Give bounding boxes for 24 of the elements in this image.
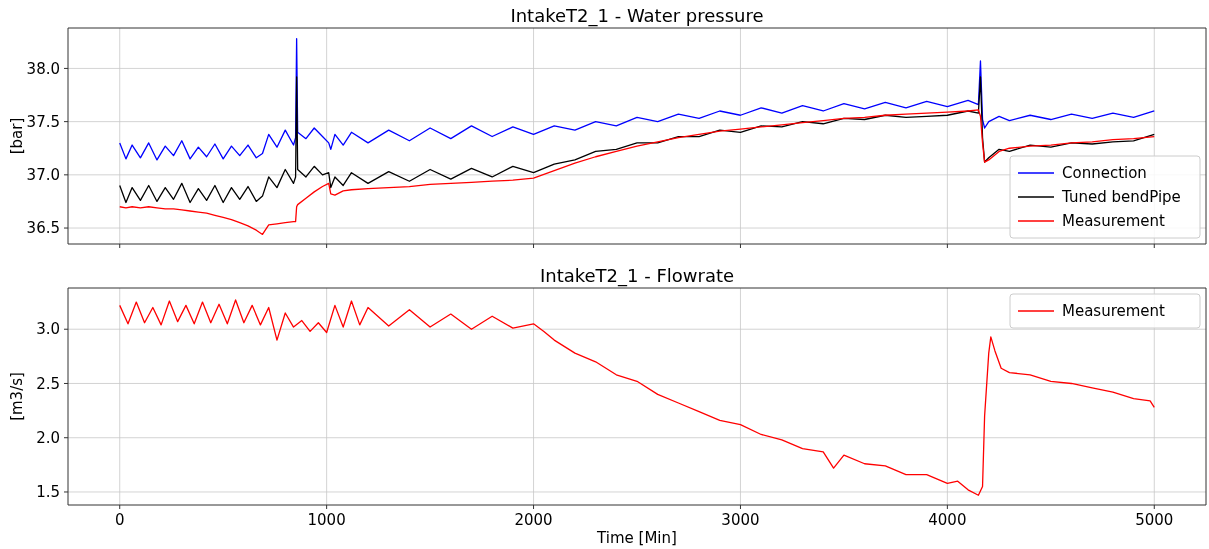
x-tick-label: 2000 xyxy=(514,511,553,529)
legend-label: Measurement xyxy=(1062,212,1166,231)
y-tick-label: 2.5 xyxy=(36,374,60,393)
x-tick-label: 0 xyxy=(114,511,125,529)
y-tick-label: 38.0 xyxy=(26,59,60,78)
legend-label: Connection xyxy=(1062,164,1147,183)
y-tick-label: 37.0 xyxy=(26,166,60,185)
x-tick-label: 4000 xyxy=(928,511,967,529)
legend-label: Measurement xyxy=(1062,302,1166,321)
y-tick-label: 37.5 xyxy=(26,112,60,131)
x-axis-title: Time [Min] xyxy=(596,529,677,547)
x-tick-label: 5000 xyxy=(1135,511,1174,529)
chart-title: IntakeT2_1 - Flowrate xyxy=(539,265,735,287)
y-tick-label: 1.5 xyxy=(36,483,60,502)
y-axis-title: [m3/s] xyxy=(8,372,26,421)
chart-title: IntakeT2_1 - Water pressure xyxy=(510,5,764,27)
legend-label: Tuned bendPipe xyxy=(1061,188,1181,207)
y-tick-label: 36.5 xyxy=(26,219,60,238)
y-tick-label: 3.0 xyxy=(36,320,60,339)
x-tick-label: 1000 xyxy=(307,511,346,529)
y-axis-title: [bar] xyxy=(8,117,26,155)
x-tick-label: 3000 xyxy=(721,511,760,529)
line-series xyxy=(119,37,1155,161)
y-tick-label: 2.0 xyxy=(36,428,60,447)
